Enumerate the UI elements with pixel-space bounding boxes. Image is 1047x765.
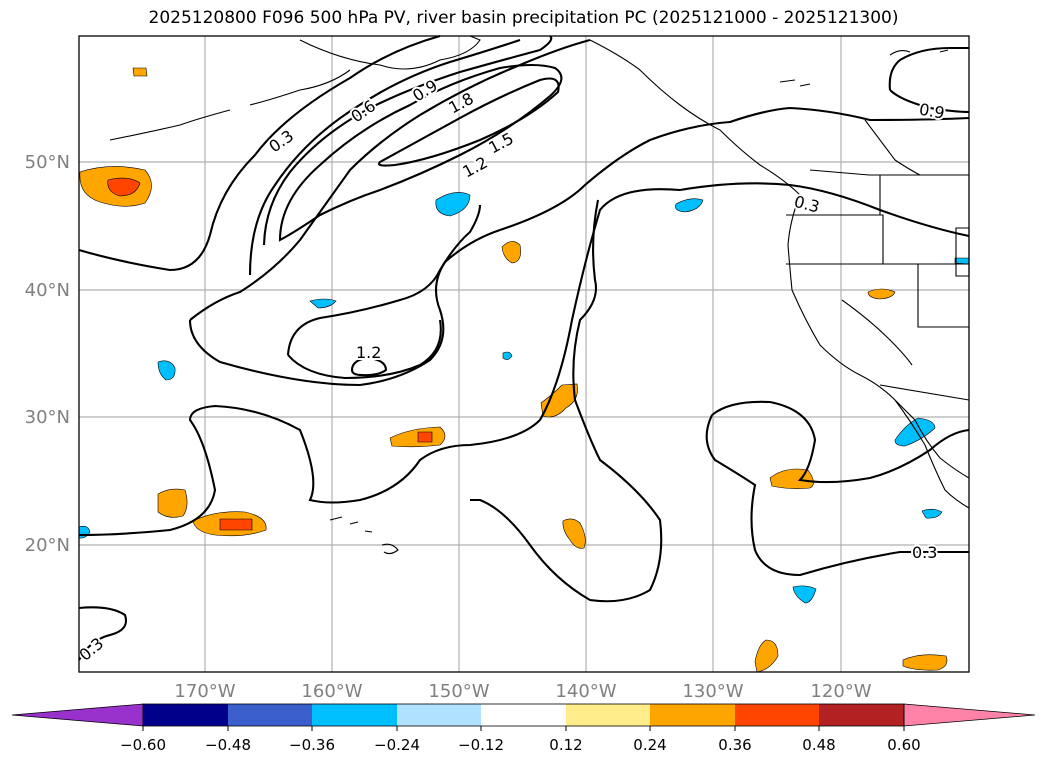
lon-tick-label: 170°W — [174, 681, 235, 702]
gridlines — [79, 36, 969, 672]
colorbar-swatch — [650, 704, 735, 726]
colorbar-swatch — [397, 704, 481, 726]
colorbar-tick-label: −0.12 — [458, 736, 504, 754]
colorbar-tick-label: 0.12 — [549, 736, 582, 754]
colorbar-tick-label: 0.48 — [802, 736, 835, 754]
colorbar-tick-label: −0.24 — [374, 736, 420, 754]
colorbar-extend-low — [11, 703, 144, 727]
colorbar-extend-high — [903, 703, 1036, 727]
colorbar: −0.60 −0.48 −0.36 −0.24 −0.12 0.12 0.24 … — [11, 703, 1036, 754]
colorbar-swatch — [143, 704, 228, 726]
lon-tick-label: 160°W — [301, 681, 362, 702]
lon-tick-label: 120°W — [810, 681, 871, 702]
contour-label: 0.3 — [912, 543, 937, 562]
map-border — [78, 35, 970, 673]
contour-label: 1.2 — [356, 343, 381, 362]
pv-contours — [78, 34, 970, 661]
lon-tick-label: 150°W — [428, 681, 489, 702]
lon-tick-label: 140°W — [555, 681, 616, 702]
colorbar-swatch — [735, 704, 819, 726]
colorbar-swatch — [566, 704, 650, 726]
colorbar-swatch — [312, 704, 397, 726]
lon-tick-label: 130°W — [682, 681, 743, 702]
lat-tick-label: 30°N — [25, 407, 70, 428]
colorbar-tick-label: −0.48 — [205, 736, 251, 754]
lat-tick-label: 50°N — [25, 152, 70, 173]
coastlines — [109, 35, 970, 555]
colorbar-tick-label: −0.36 — [289, 736, 335, 754]
colorbar-swatch — [481, 704, 566, 726]
colorbar-swatch — [228, 704, 312, 726]
lon-tick-labels: 170°W 160°W 150°W 140°W 130°W 120°W — [174, 681, 871, 702]
lat-tick-label: 40°N — [25, 280, 70, 301]
colorbar-tick-label: −0.60 — [120, 736, 166, 754]
colorbar-tick-label: 0.24 — [633, 736, 666, 754]
colorbar-tick-label: 0.60 — [887, 736, 920, 754]
map-area — [79, 36, 969, 672]
colorbar-tick-label: 0.36 — [718, 736, 751, 754]
colorbar-swatch — [819, 704, 904, 726]
map-title: 2025120800 F096 500 hPa PV, river basin … — [148, 8, 899, 28]
lat-tick-label: 20°N — [25, 535, 70, 556]
lat-tick-labels: 50°N 40°N 30°N 20°N — [25, 152, 70, 556]
precip-patches — [78, 67, 970, 673]
